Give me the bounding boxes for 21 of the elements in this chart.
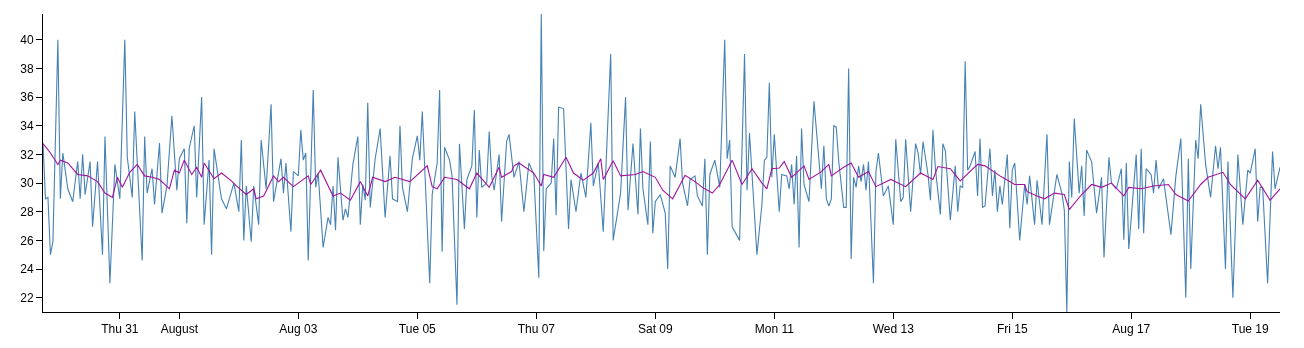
y-tick-label: 40 xyxy=(20,32,34,47)
y-tick-label: 38 xyxy=(20,61,34,76)
x-tick-label: Wed 13 xyxy=(872,322,915,337)
y-tick-label: 22 xyxy=(20,290,34,305)
x-tick-label: Fri 15 xyxy=(996,322,1028,337)
y-tick-label: 24 xyxy=(20,262,34,277)
x-tick-label: Mon 11 xyxy=(754,322,795,337)
x-tick-label: Tue 05 xyxy=(398,322,437,337)
x-tick-label: Thu 31 xyxy=(101,322,139,337)
x-tick-label: Thu 07 xyxy=(517,322,556,337)
x-tick-label: Sat 09 xyxy=(637,322,673,337)
y-tick-label: 36 xyxy=(20,90,34,105)
y-tick-label: 28 xyxy=(20,204,34,219)
x-tick-label: Aug 03 xyxy=(279,322,318,337)
y-tick-label: 26 xyxy=(20,233,34,248)
y-tick-label: 34 xyxy=(20,118,34,133)
x-tick-label: Tue 19 xyxy=(1231,322,1270,337)
x-tick-label: Aug 17 xyxy=(1112,322,1151,337)
y-tick-label: 30 xyxy=(20,176,34,191)
x-tick-label: August xyxy=(160,322,199,337)
y-tick-label: 32 xyxy=(20,147,34,162)
